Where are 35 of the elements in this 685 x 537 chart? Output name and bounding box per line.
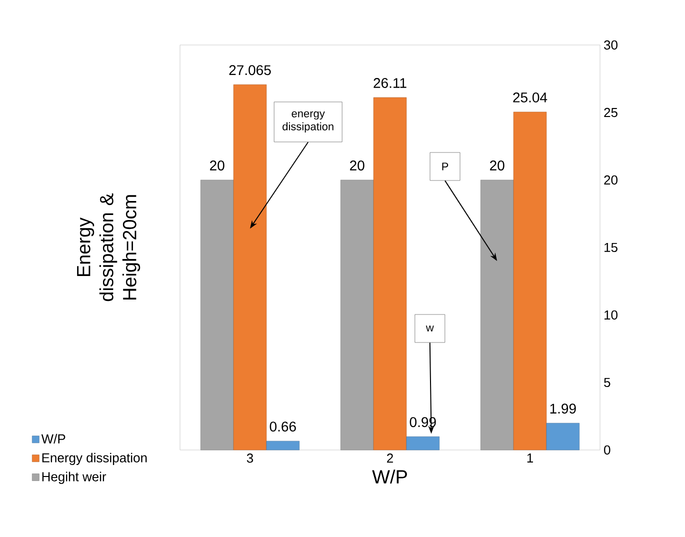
x-tick-label: 3	[246, 454, 254, 463]
x-axis-title: W/P	[372, 470, 407, 484]
y-tick-label: 5	[604, 378, 610, 388]
y-tick-label: 30	[604, 40, 618, 50]
data-label: 0.66	[270, 422, 296, 432]
y-tick-label: 0	[604, 445, 610, 455]
y-tick-label: 25	[604, 108, 618, 118]
data-label: 20	[210, 160, 224, 170]
bar	[373, 97, 407, 450]
data-label: 26.11	[374, 78, 406, 88]
bar	[513, 112, 547, 450]
bar	[480, 180, 514, 450]
annotation: w	[426, 326, 434, 332]
legend-label: Hegiht weir	[42, 472, 106, 484]
y-tick-label: 15	[604, 242, 618, 252]
data-label: 20	[350, 160, 364, 170]
bar	[406, 436, 440, 450]
data-label: 20	[490, 160, 504, 170]
annotation: energy dissipation	[282, 111, 334, 133]
y-tick-label: 10	[604, 310, 618, 320]
bar	[266, 440, 300, 450]
y-axis-title: Energy dissipation & Heigh=20cm	[77, 193, 140, 302]
x-tick-label: 1	[527, 454, 533, 462]
legend-label: Energy dissipation	[42, 452, 147, 465]
bar	[200, 180, 234, 450]
data-label: 27.065	[229, 65, 271, 76]
bar	[546, 422, 580, 450]
y-tick-label: 20	[604, 175, 618, 185]
data-label: 1.99	[550, 404, 576, 414]
legend-label: W/P	[41, 434, 66, 444]
bar	[340, 180, 374, 450]
annotation: P	[442, 162, 448, 170]
x-tick-label: 2	[387, 454, 393, 463]
bar	[233, 84, 267, 450]
data-label: 25.04	[513, 92, 548, 102]
